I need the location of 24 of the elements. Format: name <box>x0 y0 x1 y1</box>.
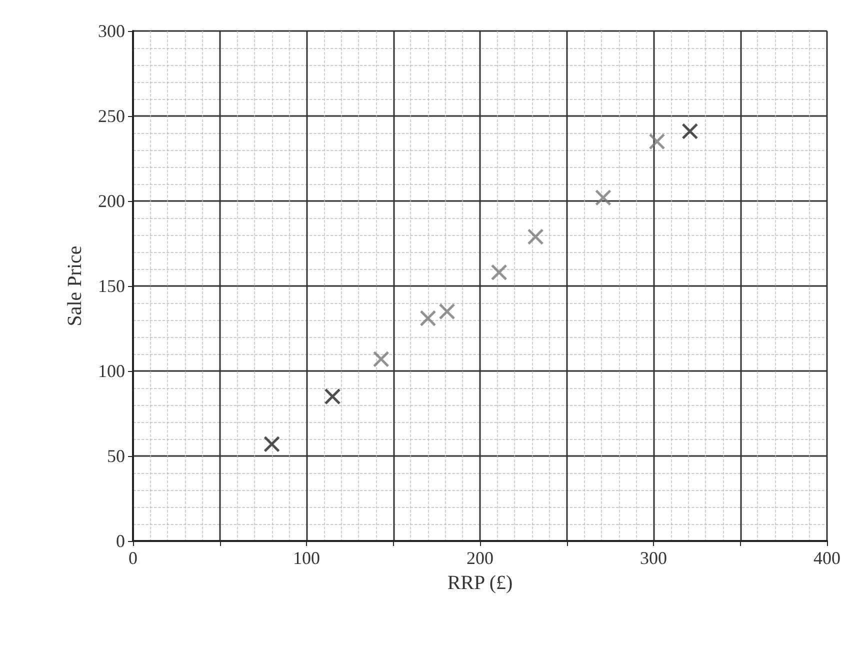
point <box>264 436 280 452</box>
x-axis-title: RRP (£) <box>447 572 513 594</box>
point <box>324 388 341 405</box>
point <box>682 123 698 140</box>
x-tick-label: 100 <box>293 548 320 568</box>
point <box>648 133 666 150</box>
x-tick-label: 0 <box>128 548 138 568</box>
y-axis-title: Sale Price <box>64 246 86 326</box>
x-tick-label: 400 <box>814 548 840 568</box>
y-tick-label: 150 <box>98 276 125 296</box>
point <box>490 264 508 281</box>
y-tick-label: 0 <box>116 531 125 551</box>
point <box>594 189 612 206</box>
point <box>372 350 390 368</box>
y-tick-label: 300 <box>98 21 125 41</box>
point <box>420 310 436 327</box>
y-tick-label: 100 <box>98 361 125 381</box>
y-tick-label: 250 <box>98 106 125 126</box>
point <box>438 303 456 320</box>
x-tick-label: 200 <box>466 548 494 568</box>
x-tick-label: 300 <box>640 548 667 568</box>
point <box>527 228 544 245</box>
y-tick-label: 50 <box>107 446 125 466</box>
y-tick-label: 200 <box>98 191 125 211</box>
